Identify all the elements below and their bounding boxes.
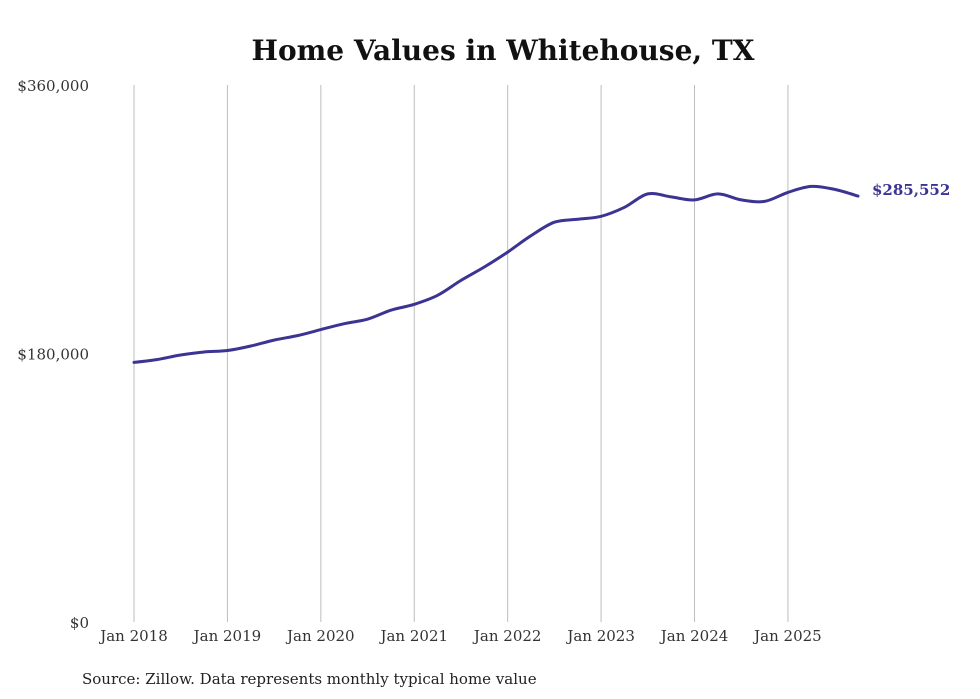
source-note: Source: Zillow. Data represents monthly … <box>82 670 537 688</box>
end-value-label: $285,552 <box>872 181 950 199</box>
x-tick-label: Jan 2019 <box>192 627 262 645</box>
x-tick-label: Jan 2025 <box>752 627 822 645</box>
x-tick-label: Jan 2018 <box>98 627 168 645</box>
x-tick-label: Jan 2023 <box>565 627 635 645</box>
x-tick-label: Jan 2024 <box>659 627 729 645</box>
chart-title: Home Values in Whitehouse, TX <box>252 34 755 67</box>
x-axis-tick-labels: Jan 2018 Jan 2019 Jan 2020 Jan 2021 Jan 2022… <box>98 627 821 645</box>
x-tick-label: Jan 2022 <box>472 627 542 645</box>
vertical-gridlines <box>133 85 789 622</box>
y-tick-label: $360,000 <box>17 77 89 95</box>
y-axis-tick-labels: $0 $180,000 $360,000 <box>17 77 89 632</box>
x-tick-label: Jan 2020 <box>285 627 355 645</box>
y-tick-label: $0 <box>70 614 89 632</box>
x-tick-label: Jan 2021 <box>378 627 448 645</box>
series-line-home-value <box>132 184 860 364</box>
y-tick-label: $180,000 <box>17 346 89 364</box>
